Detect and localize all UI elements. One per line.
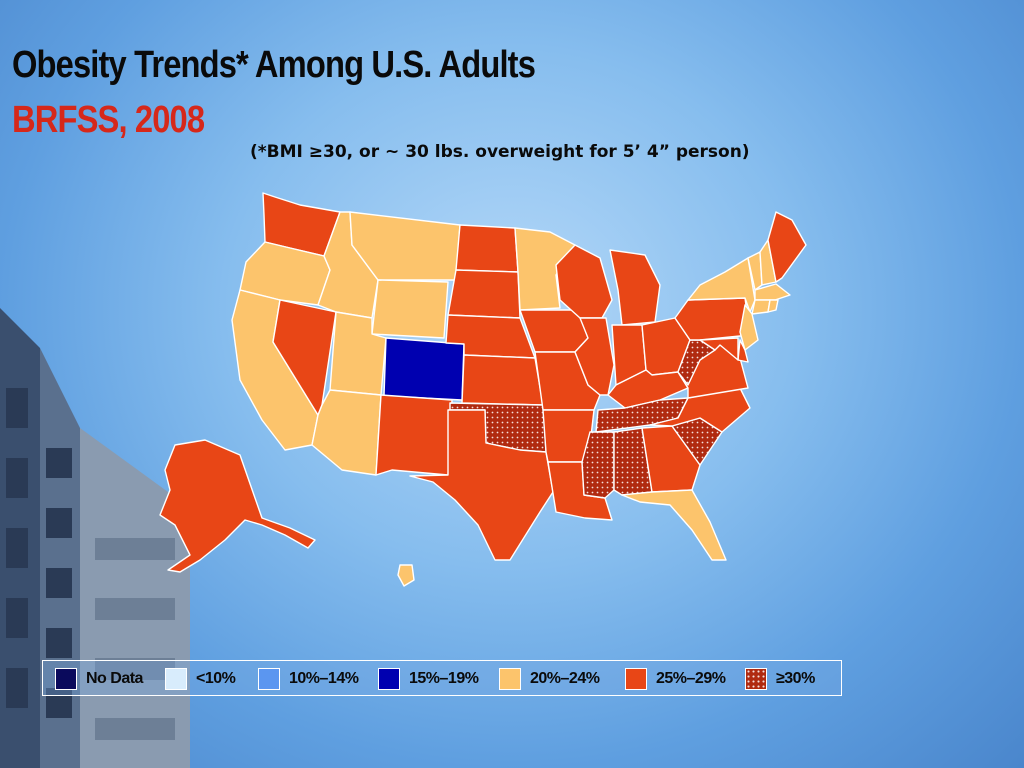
legend-swatch xyxy=(378,668,400,690)
legend-label: 10%–14% xyxy=(289,670,359,687)
state-WI xyxy=(555,244,613,319)
state-MD xyxy=(699,337,739,361)
legend-item-no-data: No Data xyxy=(55,666,143,692)
state-AK xyxy=(159,439,316,573)
legend-label: 25%–29% xyxy=(656,670,726,687)
map-legend: No Data <10% 10%–14% 15%–19% 20%–24% 25%… xyxy=(42,660,842,696)
legend-item-30-plus: ≥30% xyxy=(745,666,815,692)
legend-label: 20%–24% xyxy=(530,670,600,687)
state-MT xyxy=(349,211,461,281)
state-FL xyxy=(621,489,727,561)
state-KS xyxy=(461,354,544,406)
state-CT xyxy=(751,299,771,315)
state-MS xyxy=(581,431,615,499)
state-SD xyxy=(447,269,521,319)
legend-label: No Data xyxy=(86,670,143,687)
building-photo xyxy=(0,308,190,768)
legend-label: 15%–19% xyxy=(409,670,479,687)
state-ND xyxy=(455,224,519,273)
legend-swatch xyxy=(165,668,187,690)
state-MI xyxy=(609,249,661,326)
state-MN xyxy=(514,227,576,311)
state-WY xyxy=(371,279,449,339)
legend-label: ≥30% xyxy=(776,670,815,687)
state-RI xyxy=(767,299,779,313)
bmi-footnote: (*BMI ≥30, or ~ 30 lbs. overweight for 5… xyxy=(250,142,750,162)
legend-item-20-24: 20%–24% xyxy=(499,666,600,692)
legend-swatch xyxy=(55,668,77,690)
state-IL xyxy=(574,317,615,396)
legend-swatch xyxy=(499,668,521,690)
legend-swatch xyxy=(625,668,647,690)
state-NM xyxy=(375,394,453,476)
state-ME xyxy=(767,211,807,283)
state-TX xyxy=(409,409,554,561)
state-PA xyxy=(674,297,751,341)
slide-subtitle: BRFSS, 2008 xyxy=(12,99,205,141)
legend-swatch xyxy=(745,668,767,690)
state-HI xyxy=(397,564,415,587)
state-CO xyxy=(383,337,465,401)
legend-item-25-29: 25%–29% xyxy=(625,666,726,692)
legend-swatch xyxy=(258,668,280,690)
legend-item-under-10: <10% xyxy=(165,666,236,692)
legend-item-15-19: 15%–19% xyxy=(378,666,479,692)
legend-label: <10% xyxy=(196,670,236,687)
state-MA xyxy=(754,283,791,301)
legend-item-10-14: 10%–14% xyxy=(258,666,359,692)
state-NJ xyxy=(739,304,759,351)
state-NY xyxy=(687,257,756,313)
slide-title: Obesity Trends* Among U.S. Adults xyxy=(12,44,536,86)
